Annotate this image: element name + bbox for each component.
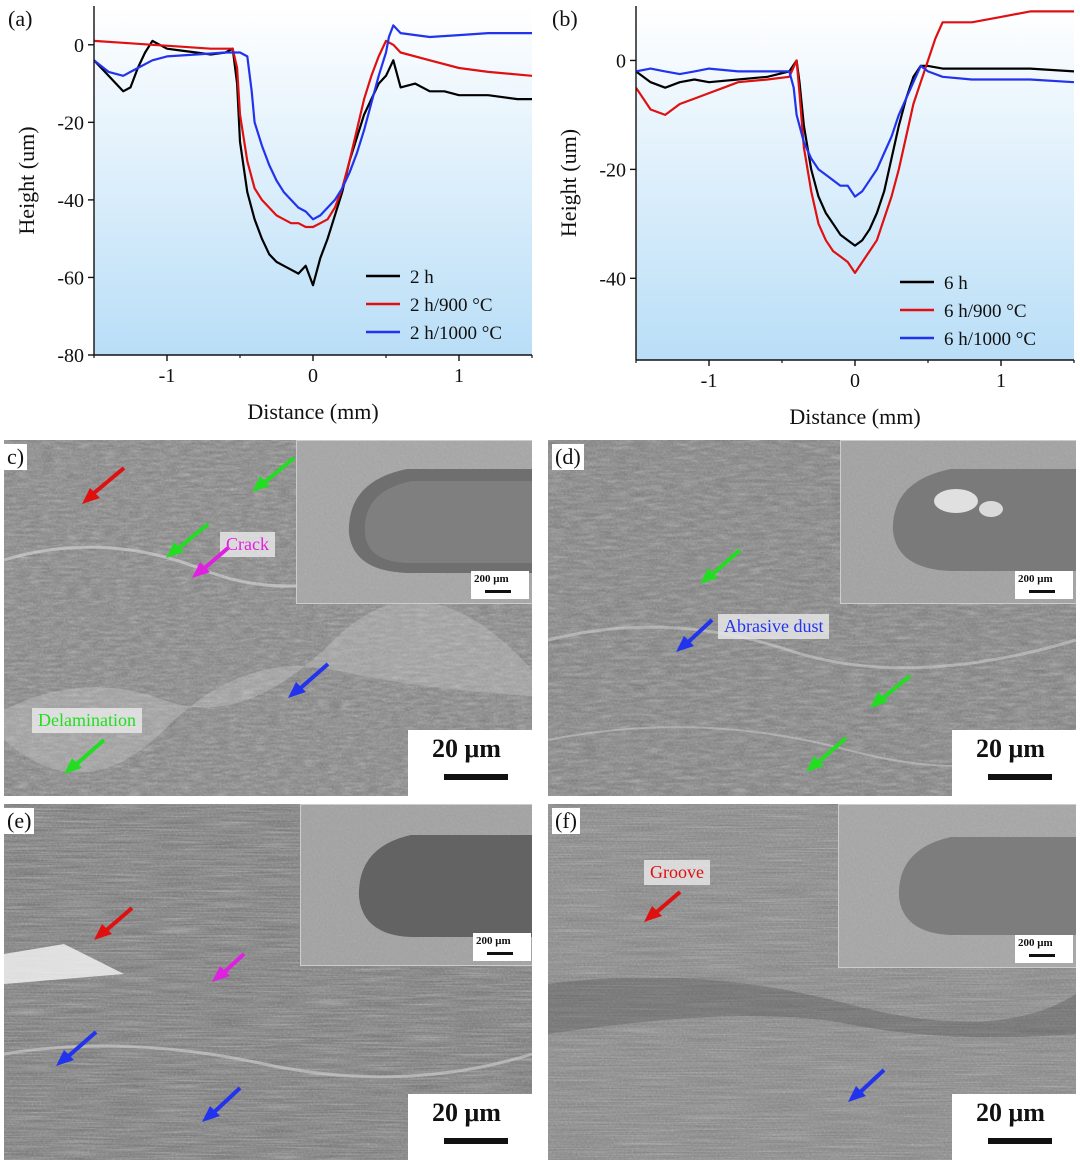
inset-scale-box-f: 200 μm xyxy=(1015,935,1073,963)
scale-bar-label-c: 20 μm xyxy=(432,734,501,763)
sem-inset-c: 200 μm xyxy=(296,440,532,604)
panel-letter-e: (e) xyxy=(4,808,35,834)
x-tick-label-a-2: 1 xyxy=(454,365,464,387)
y-tick-label-a-4: -80 xyxy=(57,345,84,367)
panel-letter-a: (a) xyxy=(8,6,33,31)
y-tick-label-b-1: -20 xyxy=(599,159,626,181)
inset-scale-box-d: 200 μm xyxy=(1015,571,1073,599)
panel-letter-f: (f) xyxy=(552,808,580,834)
sem-image-d: 200 μm 20 μm Abrasive dust xyxy=(548,440,1076,796)
arrows-d xyxy=(676,548,912,772)
series-line-b-1 xyxy=(636,10,1074,274)
sem-inset-f: 200 μm xyxy=(838,804,1076,968)
scale-bar-label-f: 20 μm xyxy=(976,1098,1045,1127)
sem-image-e: 200 μm 20 μm xyxy=(4,804,532,1160)
legend-label-b-2: 6 h/1000 °C xyxy=(944,329,1036,350)
x-tick-label-b-0: -1 xyxy=(701,370,718,392)
scale-bar-label-d: 20 μm xyxy=(976,734,1045,763)
height-profile-chart-a: -1 0 1 0 -20 -40 -60 -80 Distance (mm) Height (um… xyxy=(14,6,533,424)
sem-image-c: 200 μm 20 μm Crack Delamination xyxy=(4,440,532,796)
y-axis-label-a: Height (um) xyxy=(14,126,39,234)
scale-bar-label-e: 20 μm xyxy=(432,1098,501,1127)
x-tick-label-b-2: 1 xyxy=(996,370,1006,392)
inset-scale-label-f: 200 μm xyxy=(1018,937,1053,949)
y-tick-label-a-2: -40 xyxy=(57,190,84,212)
arrows-c xyxy=(64,456,330,774)
legend-label-a-1: 2 h/900 °C xyxy=(410,295,493,316)
y-tick-label-b-0: 0 xyxy=(616,50,626,72)
legend-label-b-0: 6 h xyxy=(944,273,968,294)
legend-label-a-2: 2 h/1000 °C xyxy=(410,323,502,344)
panel-letter-d: (d) xyxy=(552,444,584,470)
scale-bar-box-e: 20 μm xyxy=(408,1094,532,1160)
series-line-a-1 xyxy=(94,39,532,229)
sem-image-f: 200 μm 20 μm Groove xyxy=(548,804,1076,1160)
panel-letter-b: (b) xyxy=(552,6,578,31)
label-delamination: Delamination xyxy=(32,708,142,733)
x-axis-label-b: Distance (mm) xyxy=(789,404,920,429)
inset-scale-box-e: 200 μm xyxy=(473,933,531,961)
plot-area-a xyxy=(94,6,532,355)
x-tick-label-a-0: -1 xyxy=(159,365,176,387)
y-tick-label-b-2: -40 xyxy=(599,268,626,290)
series-line-a-2 xyxy=(94,24,532,221)
label-groove: Groove xyxy=(644,860,710,885)
label-abrasive-dust: Abrasive dust xyxy=(718,614,830,639)
panel-letter-c: c) xyxy=(4,444,28,470)
scale-bar-box-d: 20 μm xyxy=(952,730,1076,796)
inset-scale-label-d: 200 μm xyxy=(1018,573,1053,585)
sem-inset-d: 200 μm xyxy=(840,440,1076,604)
scale-bar-box-f: 20 μm xyxy=(952,1094,1076,1160)
series-line-b-2 xyxy=(636,64,1074,198)
legend-label-a-0: 2 h xyxy=(410,267,434,288)
x-tick-label-b-1: 0 xyxy=(850,370,860,392)
inset-scale-box-c: 200 μm xyxy=(471,571,529,599)
label-crack: Crack xyxy=(220,532,275,557)
x-tick-label-a-1: 0 xyxy=(308,365,318,387)
height-profile-chart-b: -1 0 1 0 -20 -40 Distance (mm) Height (um) 6 h 6 … xyxy=(556,6,1075,429)
y-tick-label-a-1: -20 xyxy=(57,112,84,134)
series-line-b-0 xyxy=(636,59,1074,247)
y-tick-label-a-3: -60 xyxy=(57,267,84,289)
y-axis-label-b: Height (um) xyxy=(556,129,581,237)
x-axis-label-a: Distance (mm) xyxy=(247,399,378,424)
arrows-f xyxy=(644,890,886,1102)
inset-scale-label-c: 200 μm xyxy=(474,573,509,585)
scale-bar-box-c: 20 μm xyxy=(408,730,532,796)
legend-label-b-1: 6 h/900 °C xyxy=(944,301,1027,322)
inset-scale-label-e: 200 μm xyxy=(476,935,511,947)
sem-inset-e: 200 μm xyxy=(300,804,532,966)
y-tick-label-a-0: 0 xyxy=(74,35,84,57)
plot-area-b xyxy=(636,6,1074,360)
arrows-e xyxy=(56,906,246,1122)
